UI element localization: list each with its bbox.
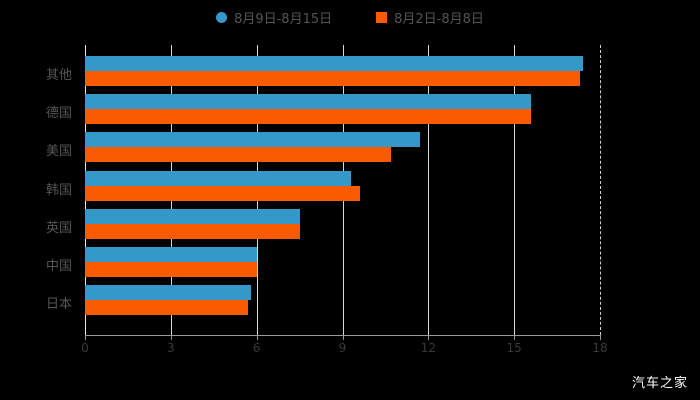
x-tick-label: 15 [506, 341, 522, 355]
bar-group [85, 94, 600, 125]
watermark-label: 汽车之家 [631, 376, 688, 391]
bar-series-1[interactable] [85, 170, 352, 186]
bar-series-2[interactable] [85, 262, 257, 277]
bar-series-1[interactable] [85, 94, 532, 110]
x-tick-label: 9 [338, 341, 347, 355]
category-label: 其他 [45, 68, 72, 83]
bar-group [85, 285, 600, 316]
legend-item-series-1[interactable]: 8月9日-8月15日 [216, 8, 332, 27]
legend-label-series-1: 8月9日-8月15日 [234, 12, 333, 27]
category-label: 美国 [45, 144, 72, 160]
x-tick-label: 6 [252, 341, 261, 355]
gridline-12 [428, 45, 430, 335]
category-label: 英国 [45, 220, 72, 236]
bar-group [85, 170, 600, 201]
bar-group [85, 208, 600, 239]
plot-area [85, 45, 601, 340]
tick-mark-18 [600, 335, 601, 340]
gridline-15 [514, 45, 516, 335]
x-tick-label: 3 [167, 341, 175, 355]
bar-series-2[interactable] [85, 71, 580, 86]
category-label: 德国 [45, 106, 72, 122]
tick-mark-9 [342, 335, 344, 340]
x-tick-label: 18 [592, 341, 608, 355]
bar-series-2[interactable] [85, 223, 300, 239]
blue-circle-icon [216, 12, 228, 23]
tick-mark-15 [514, 335, 516, 340]
tick-mark-6 [256, 335, 258, 340]
bar-group [85, 132, 600, 163]
bar-series-2[interactable] [85, 147, 392, 163]
orange-square-icon [376, 12, 388, 23]
bar-group [85, 247, 600, 277]
category-label: 日本 [45, 297, 72, 313]
bar-series-1[interactable] [85, 208, 300, 224]
legend-item-series-2[interactable]: 8月2日-8月8日 [376, 8, 484, 27]
legend-label-series-2: 8月2日-8月8日 [394, 12, 484, 27]
bar-series-1[interactable] [85, 132, 420, 148]
bar-series-2[interactable] [85, 185, 360, 201]
gridline-18 [600, 45, 601, 335]
bar-series-2[interactable] [85, 300, 249, 316]
x-axis-line [85, 335, 601, 336]
category-label: 中国 [45, 259, 72, 274]
bar-group [85, 56, 600, 86]
tick-mark-0 [85, 335, 86, 340]
x-tick-label: 12 [420, 341, 436, 355]
bar-series-1[interactable] [85, 247, 257, 262]
chart-legend: 8月9日-8月15日 8月2日-8月8日 [0, 8, 700, 27]
tick-mark-12 [428, 335, 430, 340]
bar-series-2[interactable] [85, 109, 532, 125]
category-label: 韩国 [45, 182, 72, 198]
bar-series-1[interactable] [85, 285, 251, 301]
x-tick-label: 0 [81, 341, 89, 355]
bar-series-1[interactable] [85, 56, 583, 71]
tick-mark-3 [170, 335, 172, 340]
